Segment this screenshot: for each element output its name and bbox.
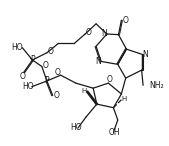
Text: O: O bbox=[86, 28, 91, 37]
Text: H: H bbox=[82, 88, 87, 94]
Text: HO: HO bbox=[22, 81, 33, 91]
Text: H: H bbox=[122, 96, 127, 102]
Text: P: P bbox=[30, 55, 35, 64]
Text: O: O bbox=[55, 68, 60, 77]
Text: O: O bbox=[106, 75, 112, 84]
Text: OH: OH bbox=[109, 128, 121, 137]
Text: P: P bbox=[45, 76, 49, 85]
Text: HO: HO bbox=[11, 43, 23, 52]
Text: N: N bbox=[142, 50, 148, 59]
Text: O: O bbox=[54, 91, 60, 100]
Text: O: O bbox=[47, 47, 53, 55]
Text: NH₂: NH₂ bbox=[149, 81, 163, 90]
Text: O: O bbox=[123, 16, 128, 25]
Text: O: O bbox=[43, 61, 48, 70]
Text: N: N bbox=[101, 29, 107, 38]
Text: HO: HO bbox=[71, 124, 82, 132]
Text: N: N bbox=[95, 57, 101, 66]
Text: O: O bbox=[20, 72, 26, 81]
